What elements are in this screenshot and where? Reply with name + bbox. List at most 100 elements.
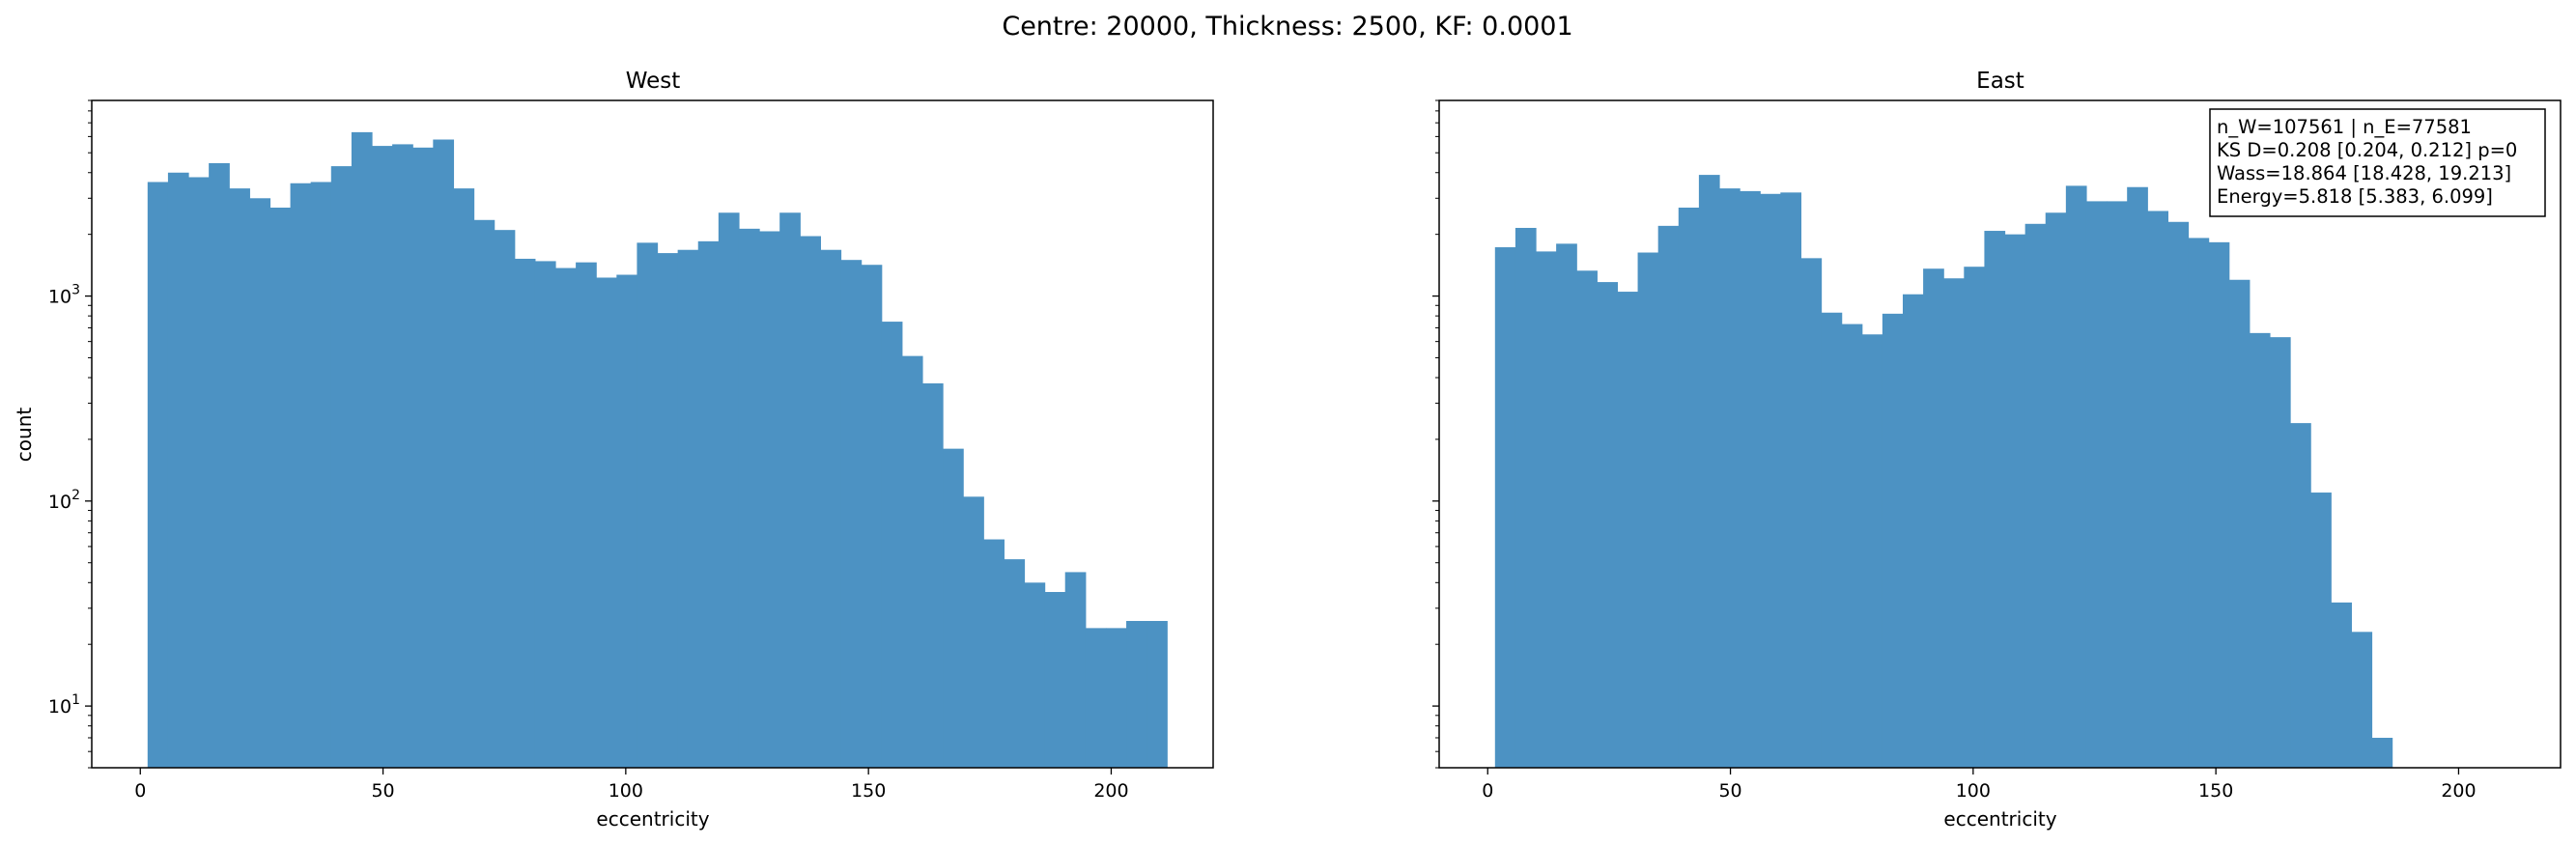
histogram-bar — [167, 172, 189, 768]
histogram-bar — [1882, 313, 1904, 768]
histogram-bar — [1678, 207, 1700, 769]
x-tick-label: 150 — [2198, 780, 2233, 802]
histogram-bar — [1597, 282, 1619, 768]
histogram-bar — [576, 262, 597, 768]
histogram-bar — [494, 230, 516, 768]
west-ticks: 0 50 100 150 200 101 102 103 — [48, 99, 1129, 802]
histogram-bar — [637, 242, 659, 769]
histogram-bar — [901, 355, 923, 768]
stats-line: KS D=0.208 [0.204, 0.212] p=0 — [2217, 139, 2517, 161]
histogram-bar — [372, 146, 393, 769]
histogram-bar — [697, 240, 720, 769]
histogram-bar — [943, 448, 964, 768]
histogram-bar — [2208, 241, 2230, 769]
histogram-bar — [677, 249, 699, 769]
histogram-bar — [963, 496, 984, 768]
histogram-bar — [1861, 334, 1883, 768]
histogram-bar — [1984, 231, 2006, 769]
west-ylabel: count — [13, 408, 36, 463]
histogram-bar — [779, 212, 801, 768]
histogram-bar — [1698, 175, 1720, 769]
histogram-bar — [2310, 493, 2332, 768]
histogram-bar — [1044, 592, 1066, 768]
x-tick-label: 50 — [371, 780, 394, 802]
histogram-bar — [1964, 267, 1986, 768]
histogram-bar — [1146, 621, 1168, 768]
histogram-bar — [2371, 737, 2393, 768]
stats-line: Energy=5.818 [5.383, 6.099] — [2217, 185, 2493, 208]
histogram-bar — [1719, 188, 1741, 769]
histogram-bar — [1740, 190, 1761, 768]
east-xlabel: eccentricity — [1943, 807, 2056, 831]
histogram-bar — [514, 258, 536, 769]
histogram-bar — [147, 182, 169, 769]
histogram-bar — [330, 166, 353, 769]
east-bars — [1494, 175, 2393, 769]
histogram-bar — [2147, 211, 2168, 769]
histogram-bar — [1780, 192, 1802, 768]
histogram-bar — [351, 131, 373, 768]
west-title: West — [626, 69, 681, 94]
histogram-bar — [269, 207, 292, 769]
west-plot-frame — [91, 99, 1214, 769]
histogram-bar — [596, 277, 617, 768]
histogram-bar — [1657, 225, 1680, 768]
histogram-bar — [718, 212, 740, 768]
histogram-bar — [209, 162, 230, 768]
histogram-bar — [840, 260, 863, 768]
histogram-bar — [1494, 247, 1516, 768]
histogram-bar — [453, 188, 475, 769]
stats-line: Wass=18.864 [18.428, 19.213] — [2217, 162, 2511, 184]
histogram-bar — [2331, 602, 2352, 768]
histogram-bar — [2107, 201, 2128, 768]
histogram-bar — [1923, 268, 1944, 769]
figure-suptitle: Centre: 20000, Thickness: 2500, KF: 0.00… — [1002, 12, 1572, 42]
histogram-bar — [1064, 572, 1087, 768]
stats-line: n_W=107561 | n_E=77581 — [2217, 116, 2472, 138]
histogram-bar — [1105, 628, 1127, 768]
histogram-bar — [1902, 294, 1924, 768]
histogram-bar — [820, 249, 842, 769]
histogram-bar — [2290, 423, 2311, 768]
histogram-bar — [473, 219, 495, 769]
histogram-bar — [1556, 243, 1577, 768]
x-tick-label: 150 — [851, 780, 886, 802]
histogram-bar — [738, 228, 760, 769]
histogram-bar — [310, 182, 332, 769]
histogram-bar — [392, 144, 413, 768]
histogram-bar — [881, 322, 903, 768]
histogram-bar — [2228, 279, 2250, 768]
y-tick-label: 101 — [48, 692, 80, 718]
histogram-bar — [2167, 221, 2190, 768]
histogram-bar — [1943, 278, 1965, 768]
x-tick-label: 0 — [134, 780, 146, 802]
histogram-bar — [412, 147, 434, 768]
east-title: East — [1976, 69, 2024, 94]
histogram-bar — [2045, 212, 2067, 768]
x-tick-label: 200 — [1093, 780, 1128, 802]
histogram-bar — [1004, 559, 1026, 768]
histogram-bar — [554, 268, 577, 768]
east-plot-frame — [1438, 99, 2562, 769]
histogram-bar — [861, 265, 883, 769]
histogram-bar — [2351, 632, 2373, 768]
stats-annotation: n_W=107561 | n_E=77581 KS D=0.208 [0.204… — [2209, 108, 2546, 217]
histogram-bar — [2004, 234, 2026, 768]
histogram-bar — [1085, 628, 1107, 768]
histogram-bar — [616, 274, 638, 768]
histogram-bar — [1514, 227, 1537, 769]
east-ticks: 0 50 100 150 200 — [1432, 99, 2477, 802]
east-panel: East 0 50 100 150 200 eccentricity — [1432, 69, 2562, 831]
histogram-bar — [2085, 201, 2108, 768]
y-tick-label: 102 — [48, 488, 80, 513]
histogram-bar — [2269, 337, 2291, 768]
histogram-bar — [1841, 324, 1863, 768]
histogram-bar — [2065, 185, 2087, 768]
x-tick-label: 100 — [609, 780, 643, 802]
histogram-bar — [1536, 251, 1557, 768]
histogram-bar — [1800, 258, 1823, 769]
histogram-bar — [1821, 312, 1843, 768]
histogram-bar — [983, 539, 1005, 768]
